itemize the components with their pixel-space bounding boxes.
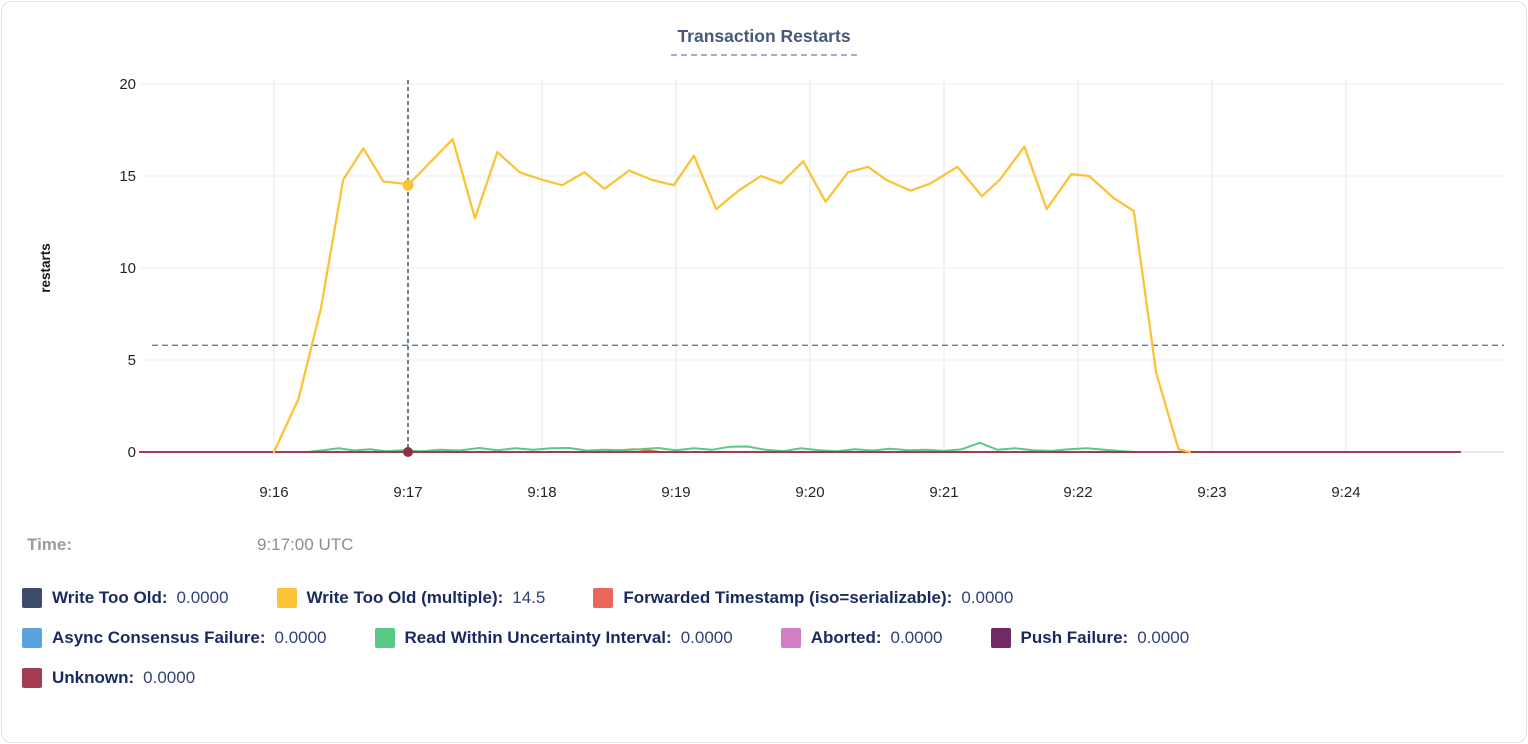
hover-time-row: Time: 9:17:00 UTC bbox=[2, 535, 1526, 555]
legend-value-write-too-old-multiple: 14.5 bbox=[512, 588, 546, 607]
legend-value-async-consensus-failure: 0.0000 bbox=[274, 628, 327, 647]
x-tick-label: 9:20 bbox=[795, 484, 824, 501]
legend-label-push-failure: Push Failure: bbox=[1020, 628, 1129, 647]
legend-item-forwarded-timestamp-iso-serializable[interactable]: Forwarded Timestamp (iso=serializable): 0… bbox=[593, 588, 1013, 608]
chart-title[interactable]: Transaction Restarts bbox=[671, 26, 857, 56]
transaction-restarts-chart[interactable]: 0 5 10 15 20 9:16 9:17 9:18 9:19 9:20 9:21 9:22 9:23… bbox=[2, 2, 1527, 527]
y-tick-label: 20 bbox=[119, 76, 136, 93]
legend-row: Write Too Old: 0.0000 Write Too Old (multi… bbox=[22, 588, 1506, 608]
x-tick-label: 9:19 bbox=[661, 484, 690, 501]
legend-swatch-forwarded-timestamp-iso-serializable bbox=[593, 588, 614, 608]
x-tick-label: 9:23 bbox=[1197, 484, 1226, 501]
hover-dot-write-too-old-multiple bbox=[402, 179, 414, 191]
legend-item-aborted[interactable]: Aborted: 0.0000 bbox=[780, 628, 943, 648]
legend-label-aborted: Aborted: bbox=[810, 628, 882, 647]
y-axis-label: restarts bbox=[38, 243, 53, 293]
legend-label-unknown: Unknown: bbox=[52, 668, 135, 687]
time-label: Time: bbox=[27, 535, 73, 554]
legend-value-forwarded-timestamp-iso-serializable: 0.0000 bbox=[961, 588, 1014, 607]
chart-title-wrap: Transaction Restarts bbox=[2, 26, 1526, 56]
legend-label-forwarded-timestamp-iso-serializable: Forwarded Timestamp (iso=serializable): bbox=[623, 588, 953, 607]
legend-item-push-failure[interactable]: Push Failure: 0.0000 bbox=[990, 628, 1190, 648]
legend-label-write-too-old: Write Too Old: bbox=[52, 588, 168, 607]
legend-value-write-too-old: 0.0000 bbox=[176, 588, 229, 607]
x-tick-label: 9:18 bbox=[527, 484, 556, 501]
legend-item-write-too-old[interactable]: Write Too Old: 0.0000 bbox=[22, 588, 229, 608]
hover-dot-unknown bbox=[403, 447, 413, 457]
legend-value-aborted: 0.0000 bbox=[890, 628, 943, 647]
legend-swatch-write-too-old bbox=[22, 588, 42, 608]
x-tick-label: 9:21 bbox=[929, 484, 958, 501]
legend-item-read-within-uncertainty-interval[interactable]: Read Within Uncertainty Interval: 0.0000 bbox=[374, 628, 733, 648]
y-tick-label: 15 bbox=[119, 168, 136, 185]
legend-item-write-too-old-multiple[interactable]: Write Too Old (multiple): 14.5 bbox=[276, 588, 546, 608]
y-tick-label: 5 bbox=[128, 352, 136, 369]
time-value: 9:17:00 UTC bbox=[257, 535, 354, 554]
legend-item-async-consensus-failure[interactable]: Async Consensus Failure: 0.0000 bbox=[22, 628, 327, 648]
legend-swatch-unknown bbox=[22, 668, 42, 688]
legend-row: Async Consensus Failure: 0.0000 Read Withi… bbox=[22, 628, 1506, 648]
legend-label-write-too-old-multiple: Write Too Old (multiple): bbox=[306, 588, 504, 607]
legend-swatch-async-consensus-failure bbox=[22, 628, 42, 648]
legend-swatch-aborted bbox=[780, 628, 801, 648]
legend-value-unknown: 0.0000 bbox=[143, 668, 196, 687]
y-tick-label: 0 bbox=[128, 444, 136, 461]
series-line-read-within-uncertainty-interval bbox=[306, 441, 1138, 453]
y-tick-label: 10 bbox=[119, 260, 136, 277]
legend-swatch-push-failure bbox=[990, 628, 1011, 648]
legend-label-async-consensus-failure: Async Consensus Failure: bbox=[52, 628, 266, 647]
legend-value-push-failure: 0.0000 bbox=[1137, 628, 1190, 647]
legend-label-read-within-uncertainty-interval: Read Within Uncertainty Interval: bbox=[404, 628, 672, 647]
x-tick-label: 9:17 bbox=[393, 484, 422, 501]
legend-swatch-write-too-old-multiple bbox=[276, 588, 297, 608]
x-tick-label: 9:24 bbox=[1331, 484, 1360, 501]
legend-swatch-read-within-uncertainty-interval bbox=[374, 628, 395, 648]
x-tick-label: 9:22 bbox=[1063, 484, 1092, 501]
x-tick-label: 9:16 bbox=[259, 484, 288, 501]
legend-value-read-within-uncertainty-interval: 0.0000 bbox=[680, 628, 733, 647]
legend-item-unknown[interactable]: Unknown: 0.0000 bbox=[22, 668, 195, 688]
legend-row: Unknown: 0.0000 bbox=[22, 668, 1506, 688]
chart-legend: Write Too Old: 0.0000 Write Too Old (multi… bbox=[22, 588, 1506, 708]
